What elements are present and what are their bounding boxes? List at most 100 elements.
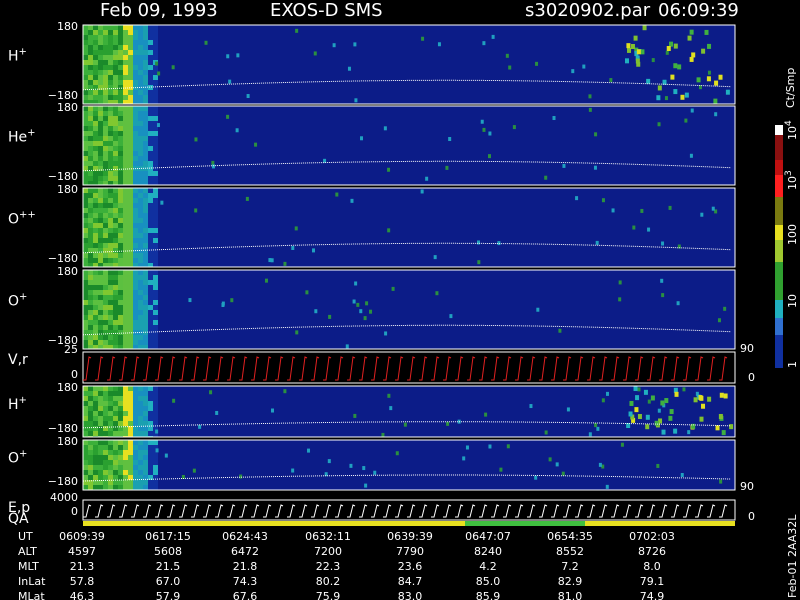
spectrogram-cell [148, 218, 153, 223]
spectrogram-speck [395, 451, 399, 456]
spectrogram-speck [699, 416, 704, 422]
spectrogram-cell [103, 320, 108, 325]
trajectory-line [82, 160, 732, 172]
spectrogram-cell [98, 203, 103, 208]
colorbar-segment [775, 135, 783, 160]
spectrogram-cell [133, 243, 138, 248]
spectrogram-cell [123, 431, 128, 436]
spectrogram-cell [128, 253, 133, 258]
row-value: 85.0 [476, 575, 501, 588]
row-value: 7.2 [561, 560, 579, 573]
spectrogram-cell [148, 280, 153, 285]
spectrogram-cell [88, 426, 93, 431]
spectrogram-cell [93, 386, 98, 391]
axis-top-label: 180 [57, 183, 78, 196]
spectrogram-cell [143, 121, 148, 126]
row-value: 57.8 [70, 575, 95, 588]
spectrogram-cell [153, 106, 158, 111]
spectrogram-cell [148, 396, 153, 401]
spectrogram-cell [128, 280, 133, 285]
spectrogram-cell [118, 126, 123, 131]
spectrogram-cell [108, 156, 113, 161]
spectrogram-cell [118, 106, 123, 111]
spectrogram-cell [113, 426, 118, 431]
spectrogram-cell [143, 171, 148, 176]
colorbar-segment [775, 160, 783, 175]
spectrogram-cell [98, 223, 103, 228]
spectrogram-cell [133, 426, 138, 431]
spectrogram-speck [561, 471, 565, 476]
spectrogram-cell [113, 60, 118, 65]
spectrogram-speck [488, 131, 492, 136]
spectrogram-speck [181, 474, 185, 479]
spectrogram-cell [88, 460, 93, 465]
spectrogram-cell [83, 485, 88, 490]
spectrogram-cell [103, 445, 108, 450]
spectrogram-cell [138, 253, 143, 258]
spectrogram-cell [128, 411, 133, 416]
spectrogram-cell [143, 25, 148, 30]
spectrogram-cell [133, 223, 138, 228]
spectrogram-cell [113, 386, 118, 391]
spectrogram-cell [113, 455, 118, 460]
spectrogram-cell [103, 193, 108, 198]
spectrogram-cell [138, 305, 143, 310]
spectrogram-cell [128, 116, 133, 121]
spectrogram-cell [148, 131, 153, 136]
spectrogram-cell [98, 141, 103, 146]
spectrogram-cell [133, 401, 138, 406]
spectrogram-cell [118, 233, 123, 238]
spectrogram-cell [143, 161, 148, 166]
spectrogram-speck [535, 61, 539, 66]
spectrogram-cell [123, 100, 128, 104]
spectrogram-cell [93, 421, 98, 426]
spectrogram-cell [133, 485, 138, 490]
spectrogram-cell [83, 161, 88, 166]
spectrogram-cell [133, 131, 138, 136]
right-axis-top: 90 [740, 342, 754, 355]
spectrogram-cell [148, 421, 153, 426]
spectrogram-cell [133, 30, 138, 35]
spectrogram-cell [83, 470, 88, 475]
spectrogram-cell [153, 426, 158, 431]
row-label: UT [18, 530, 33, 543]
spectrogram-cell [123, 258, 128, 263]
spectrogram-cell [153, 228, 158, 233]
spectrogram-speck [717, 318, 721, 323]
spectrogram-cell [143, 106, 148, 111]
spectrogram-cell [103, 263, 108, 267]
spectrogram-cell [118, 146, 123, 151]
spectrogram-cell [123, 131, 128, 136]
spectrogram-cell [133, 218, 138, 223]
spectrogram-cell [128, 310, 133, 315]
spectrogram-cell [83, 416, 88, 421]
spectrogram-cell [128, 238, 133, 243]
spectrogram-cell [143, 55, 148, 60]
spectrogram-cell [128, 330, 133, 335]
colorbar-label: 103 [784, 170, 799, 190]
spectrogram-cell [128, 60, 133, 65]
spectrogram-cell [113, 213, 118, 218]
spectrogram-cell [153, 203, 158, 208]
spectrogram-cell [83, 345, 88, 349]
spectrogram-cell [88, 188, 93, 193]
spectrogram-cell [98, 300, 103, 305]
spectrogram-cell [123, 330, 128, 335]
spectrogram-cell [93, 141, 98, 146]
spectrogram-cell [123, 218, 128, 223]
spectrogram-cell [113, 310, 118, 315]
spectrogram-cell [148, 106, 153, 111]
spectrogram-cell [138, 106, 143, 111]
spectrogram-cell [103, 406, 108, 411]
spectrogram-cell [83, 238, 88, 243]
spectrogram-cell [83, 315, 88, 320]
spectrogram-cell [128, 315, 133, 320]
spectrogram-cell [88, 203, 93, 208]
spectrogram-cell [123, 106, 128, 111]
spectrogram-cell [113, 131, 118, 136]
spectrogram-cell [103, 30, 108, 35]
spectrogram-cell [108, 213, 113, 218]
spectrogram-cell [98, 233, 103, 238]
spectrogram-speck [364, 483, 368, 488]
spectrogram-cell [88, 85, 93, 90]
